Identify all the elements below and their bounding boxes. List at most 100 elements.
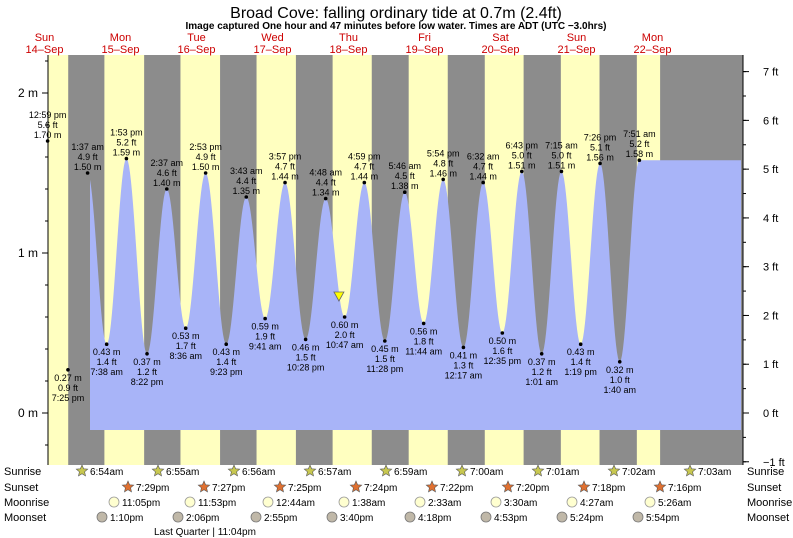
low-tide-meters: 0.46 m [292,342,320,352]
tide-labels: 12:59 pm5.6 ft1.70 m 0.27 m0.9 ft7:25 pm 1… [29,110,656,403]
moonrise-icon [262,496,274,508]
daylight-band [48,55,69,465]
day-name: Thu [339,32,358,44]
moonrise-time: 11:05pm [122,498,160,509]
low-tide-meters: 0.56 m [410,326,438,336]
moonrise-time: 3:30am [504,498,537,509]
moonrise-time: 1:38am [352,498,385,509]
low-tide-dot [66,368,70,372]
sunset-icon [425,480,439,493]
low-tide-feet: 0.9 ft [58,383,79,393]
low-tide-feet: 1.9 ft [255,332,276,342]
day-date: 21–Sep [558,44,596,56]
moonset-time: 1:10pm [110,513,143,524]
moonrise-icon [490,496,502,508]
low-tide-feet: 1.3 ft [453,360,474,370]
low-tide-feet: 1.2 ft [532,367,553,377]
high-tide-feet: 4.7 ft [354,162,375,172]
high-tide-time: 2:37 am [151,158,184,168]
moonset-row-label-right: Moonset [747,512,789,524]
moonset-icon [96,511,108,523]
day-date: 22–Sep [634,44,672,56]
moonrise-time: 2:33am [428,498,461,509]
moonset-icon [404,511,416,523]
day-name: Mon [642,32,663,44]
low-tide-dot [617,360,622,364]
low-tide-meters: 0.41 m [450,350,478,360]
high-tide-dot [519,169,524,174]
low-tide-time: 7:25 pm [52,393,85,403]
high-tide-meters: 1.44 m [469,172,497,182]
low-tide-time: 8:22 pm [131,377,164,387]
low-tide-dot [263,316,267,321]
low-tide-time: 1:40 am [603,385,636,395]
sunrise-icon [303,464,317,477]
sunrise-time: 6:54am [90,467,123,478]
low-tide-dot [539,352,544,356]
moonset-icon [480,511,492,523]
high-tide-feet: 4.7 ft [275,162,296,172]
sunrise-time: 6:55am [166,467,199,478]
sunrise-row-label: Sunrise [4,466,41,478]
almanac: Sunrise Sunset Moonrise Moonset Sunrise Sunse… [4,464,792,538]
high-tide-dot [402,190,407,194]
low-tide-meters: 0.43 m [567,347,595,357]
low-tide-meters: 0.32 m [606,365,634,375]
low-tide-dot [104,342,109,347]
sunset-time: 7:25pm [288,483,321,494]
low-tide-feet: 1.5 ft [375,354,396,364]
moonrise-time: 5:26am [658,498,691,509]
high-tide-feet: 5.2 ft [629,139,650,149]
high-tide-dot [598,161,602,166]
moonset-time: 4:18pm [418,513,451,524]
low-tide-meters: 0.53 m [172,331,200,341]
high-tide-meters: 1.58 m [626,149,654,159]
low-tide-meters: 0.59 m [251,322,279,332]
moonset-icon [172,511,184,523]
sunrise-icon [683,464,697,477]
sunrise-icon [379,464,393,477]
high-tide-feet: 5.6 ft [38,120,59,130]
high-tide-meters: 1.51 m [548,160,576,170]
high-tide-dot [362,180,367,185]
right-tick-label: 7 ft [763,67,778,79]
moonrise-row-label: Moonrise [4,497,49,509]
high-tide-dot [441,177,445,182]
sunset-time: 7:29pm [136,483,169,494]
low-tide-feet: 1.7 ft [176,341,197,351]
sunrise-time: 7:03am [698,467,731,478]
low-tide-feet: 1.0 ft [610,375,631,385]
high-tide-dot [203,171,208,175]
day-date: 14–Sep [26,44,64,56]
low-tide-dot [578,342,583,347]
right-tick-label: 4 ft [763,213,778,225]
high-tide-meters: 1.46 m [429,168,457,178]
moon-phase-label: Last Quarter | 11:04pm [154,527,256,538]
moonrise-row-label-right: Moonrise [747,497,792,509]
sunrise-time: 7:02am [622,467,655,478]
high-tide-meters: 1.38 m [391,181,419,191]
high-tide-time: 5:46 am [388,161,421,171]
day-name: Sun [35,32,55,44]
moonset-icon [250,511,262,523]
high-tide-meters: 1.50 m [74,162,102,172]
left-tick-label: 2 m [18,86,38,100]
high-tide-feet: 5.0 ft [551,150,572,160]
moonset-time: 5:24pm [570,513,603,524]
right-tick-label: 5 ft [763,164,778,176]
chart-subtitle: Image captured One hour and 47 minutes b… [186,21,607,32]
moonset-icon [632,511,644,523]
sunrise-time: 6:56am [242,467,275,478]
right-tick-label: 2 ft [763,310,778,322]
sunrise-icon [151,464,165,477]
high-tide-time: 4:59 pm [348,152,381,162]
high-tide-time: 7:26 pm [584,132,617,142]
right-tick-label: −1 ft [763,457,785,469]
low-tide-time: 9:23 pm [210,367,243,377]
sunset-row-label-right: Sunset [747,482,781,494]
high-tide-feet: 4.8 ft [433,158,454,168]
high-tide-meters: 1.34 m [312,188,340,198]
sunset-icon [273,480,287,493]
high-tide-time: 7:15 am [545,140,578,150]
